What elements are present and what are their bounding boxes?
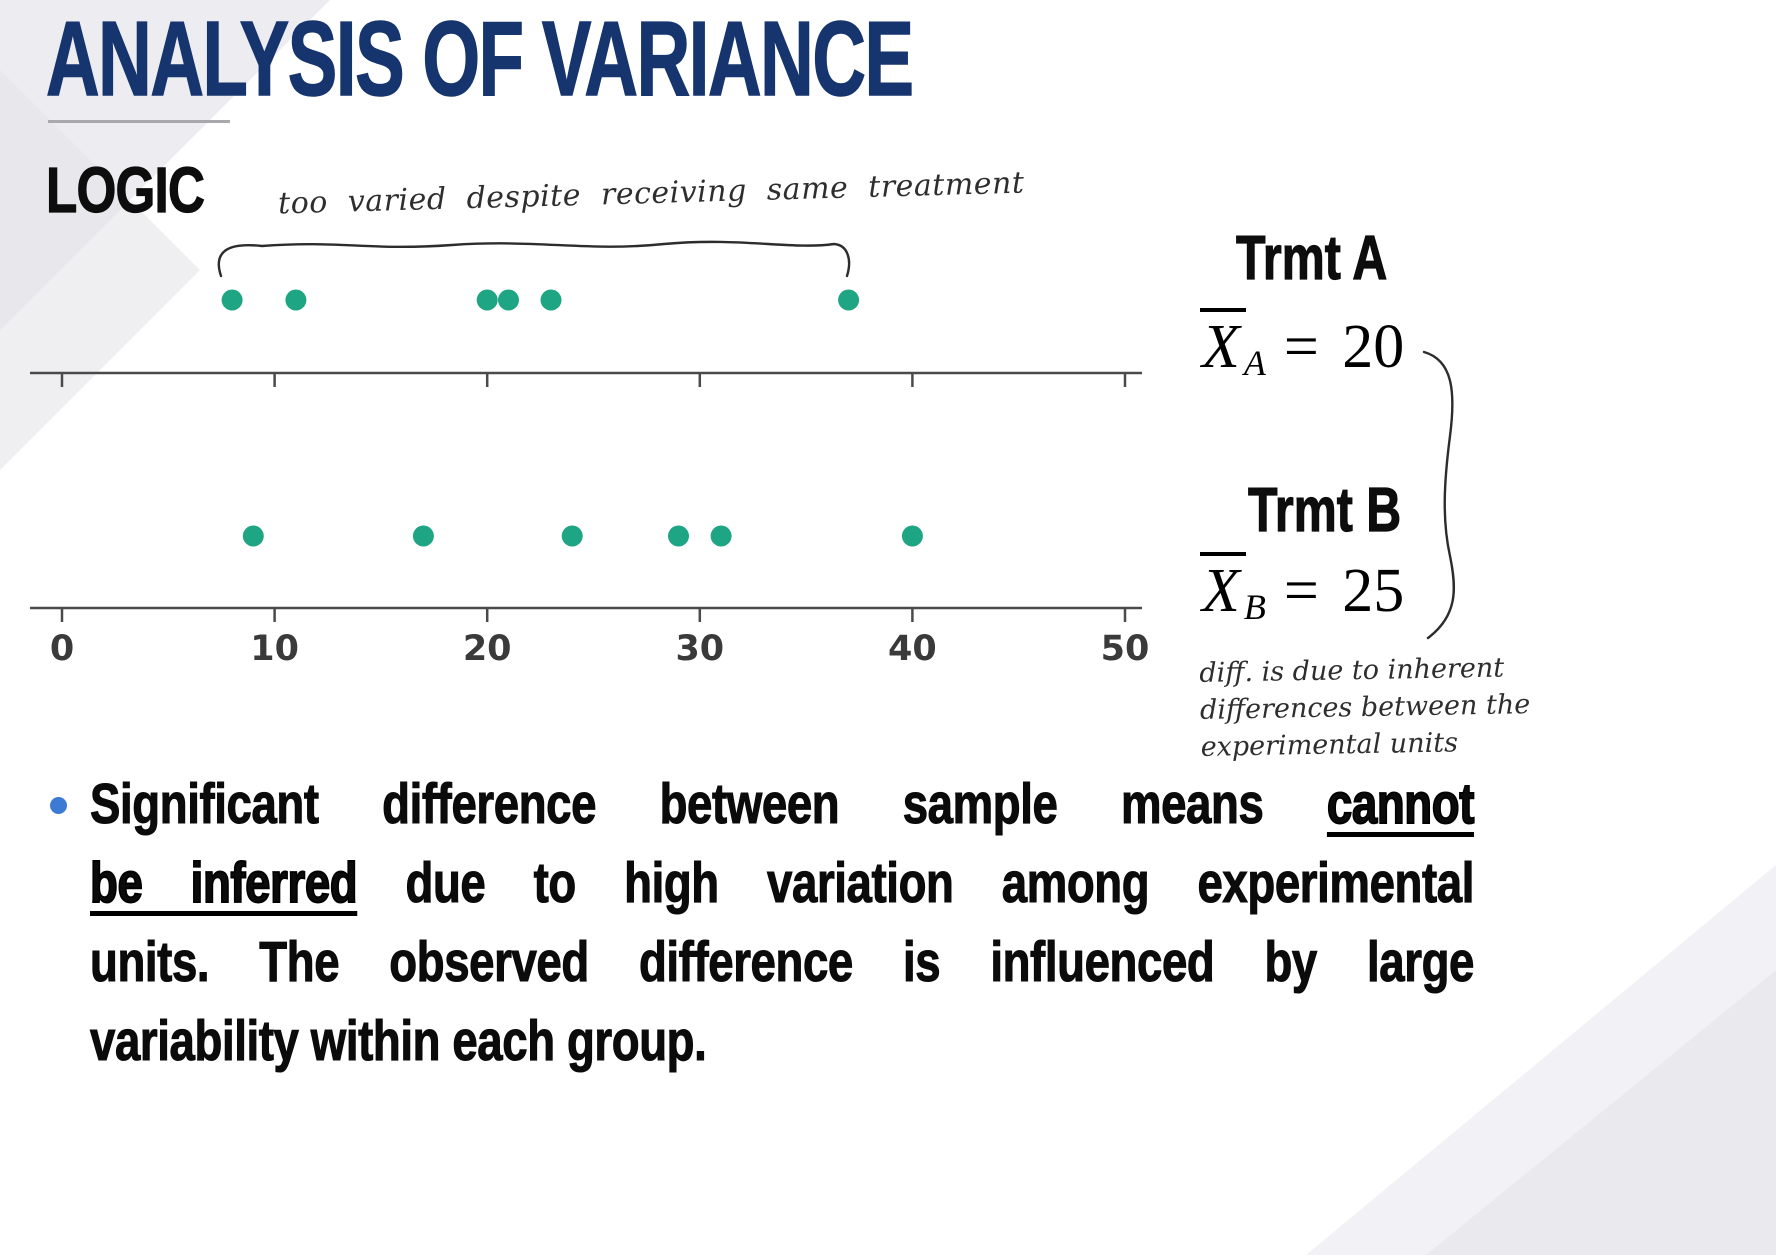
bullet-paragraph: Significant difference between sample me… — [89, 765, 1476, 1081]
data-point — [242, 525, 264, 547]
data-point — [901, 525, 923, 547]
mean-b-value: = 25 — [1283, 557, 1405, 625]
handwritten-note-line: experimental units — [1200, 727, 1459, 763]
tick-label: 30 — [675, 629, 724, 669]
tick-label: 50 — [1101, 629, 1150, 669]
data-point — [838, 289, 860, 311]
handwritten-note-line: diff. is due to inherent — [1199, 652, 1505, 689]
handwritten-note-line: differences between the — [1199, 689, 1531, 726]
emphasized-text: be inferred — [89, 850, 358, 916]
mean-b-equation: X B = 25 — [1200, 550, 1405, 627]
subscript-b: B — [1243, 586, 1266, 627]
data-point — [476, 289, 498, 311]
handdrawn-bracket — [1422, 350, 1456, 640]
mean-a-value: = 20 — [1283, 313, 1405, 381]
data-point — [540, 289, 562, 311]
data-point — [710, 525, 732, 547]
data-point — [498, 289, 519, 311]
body-text: due to high variation among experimental — [357, 850, 1475, 915]
xbar-symbol: X — [1200, 552, 1246, 625]
treatment-b-label: Trmt B — [1248, 476, 1402, 545]
bullet-marker — [50, 797, 67, 814]
handdrawn-brace — [217, 240, 851, 278]
tick-label: 10 — [250, 629, 299, 669]
slide-title: ANALYSIS OF VARIANCE — [45, 0, 914, 118]
title-underline — [48, 120, 230, 123]
data-point — [412, 525, 434, 547]
tick-label: 0 — [50, 629, 74, 669]
handwritten-note-side: diff. is due to inherent differences bet… — [1199, 649, 1531, 766]
data-point — [221, 289, 243, 311]
emphasized-text: cannot — [1326, 771, 1475, 837]
data-point — [668, 525, 689, 547]
bullet-text-line: be inferred due to high variation among … — [89, 844, 1475, 923]
tick-label: 40 — [888, 629, 937, 669]
body-text: Significant difference between sample me… — [90, 771, 1327, 836]
bullet-text-line: units. The observed difference is influe… — [90, 923, 1475, 1002]
tick-label: 20 — [463, 629, 512, 669]
mean-a-equation: X A = 20 — [1200, 306, 1405, 383]
body-text: units. The observed difference is influe… — [90, 929, 1475, 994]
body-text: variability within each group. — [90, 1008, 708, 1073]
subscript-a: A — [1243, 342, 1266, 383]
data-point — [561, 525, 583, 547]
bullet-text-line: Significant difference between sample me… — [90, 765, 1476, 844]
xbar-symbol: X — [1200, 308, 1246, 381]
treatment-a-label: Trmt A — [1236, 224, 1388, 293]
bullet-text-line: variability within each group. — [90, 1002, 1474, 1081]
slide-subtitle: LOGIC — [46, 154, 206, 226]
data-point — [285, 289, 307, 311]
